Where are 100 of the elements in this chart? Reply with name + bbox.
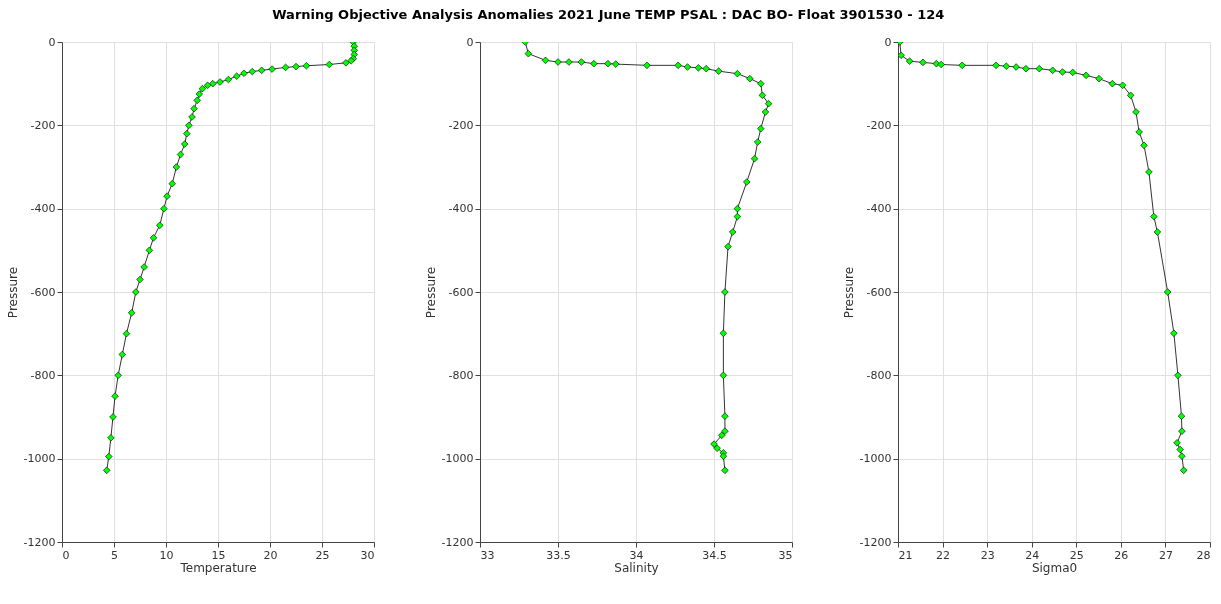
point	[325, 60, 333, 69]
point	[118, 350, 126, 359]
y-tick-label: -800	[448, 368, 474, 382]
point	[136, 275, 144, 284]
point	[541, 56, 550, 64]
point	[183, 130, 191, 138]
y-tick-label: -1000	[23, 452, 56, 466]
point	[719, 329, 728, 337]
point	[268, 65, 276, 73]
point	[248, 67, 256, 76]
point	[565, 58, 573, 66]
y-tick-label: -1200	[441, 535, 474, 549]
point	[122, 330, 131, 338]
point	[577, 58, 586, 66]
point	[302, 62, 311, 70]
y-axis-title: Pressure	[423, 266, 438, 319]
point	[176, 150, 185, 159]
point	[109, 413, 117, 421]
point	[718, 431, 726, 439]
x-tick-label: 23	[980, 548, 995, 562]
point	[107, 434, 115, 442]
point	[281, 63, 290, 72]
y-tick-label: 0	[48, 35, 56, 49]
x-tick-label: 35	[778, 548, 793, 562]
point	[754, 138, 762, 146]
point	[240, 69, 248, 77]
point	[604, 60, 612, 68]
point	[733, 70, 742, 78]
point	[524, 50, 533, 58]
point	[764, 100, 773, 108]
point	[203, 81, 212, 89]
y-tick-label: -800	[30, 368, 56, 382]
x-axis-title: Salinity	[614, 560, 659, 575]
point	[128, 309, 136, 317]
point	[721, 288, 729, 296]
y-tick-label: -1200	[23, 535, 56, 549]
point	[761, 108, 770, 116]
point	[195, 90, 203, 98]
y-tick-label: -200	[30, 118, 56, 132]
point	[114, 371, 122, 379]
x-tick-label: 20	[263, 548, 278, 562]
y-tick-label: -200	[866, 118, 892, 132]
point	[185, 121, 193, 129]
point	[721, 427, 729, 435]
x-tick-label: 28	[1196, 548, 1211, 562]
point	[554, 58, 562, 66]
point	[216, 78, 224, 86]
x-tick-label: 27	[1158, 548, 1173, 562]
x-tick-label: 24	[1025, 548, 1040, 562]
x-axis-title: Sigma0	[1031, 560, 1078, 575]
y-tick-label: -800	[866, 368, 892, 382]
x-tick-label: 30	[360, 548, 375, 562]
point	[733, 212, 742, 221]
point	[103, 466, 111, 474]
x-tick-label: 15	[211, 548, 226, 562]
x-tick-label: 34.5	[702, 548, 727, 562]
point	[168, 180, 176, 188]
y-tick-label: -400	[866, 202, 892, 216]
y-tick-label: -1000	[441, 452, 474, 466]
y-axis-title: Pressure	[5, 266, 20, 319]
point	[188, 113, 196, 121]
x-axis-title: Temperature	[179, 560, 257, 575]
point	[746, 75, 754, 83]
x-tick-label: 34	[629, 548, 644, 562]
point	[181, 140, 189, 148]
x-tick-label: 22	[936, 548, 951, 562]
point	[612, 60, 620, 68]
y-tick-label: 0	[884, 35, 892, 49]
point	[757, 125, 765, 133]
point	[145, 246, 154, 254]
y-tick-label: -1200	[859, 535, 892, 549]
point	[750, 155, 759, 163]
point	[292, 62, 300, 71]
point	[193, 96, 201, 104]
point	[743, 178, 751, 186]
point	[694, 64, 703, 72]
x-tick-label: 26	[1114, 548, 1129, 562]
point	[758, 91, 767, 99]
x-tick-label: 10	[159, 548, 174, 562]
point	[710, 440, 718, 448]
point	[156, 221, 164, 229]
point	[258, 66, 266, 74]
text: Warning Objective Analysis Anomalies 2021 June TEMP PSAL : DAC BO- Float 3901530 - 124	[272, 6, 945, 22]
x-tick-label: 25	[1069, 548, 1084, 562]
point	[715, 67, 723, 75]
y-tick-label: -200	[448, 118, 474, 132]
point	[163, 192, 171, 200]
y-tick-label: -600	[866, 285, 892, 299]
point	[190, 105, 198, 113]
point	[713, 444, 721, 452]
y-tick-label: -600	[448, 285, 474, 299]
point	[733, 205, 742, 213]
point	[224, 75, 233, 84]
point	[111, 392, 119, 400]
y-tick-label: -400	[448, 202, 474, 216]
x-tick-label: 33	[480, 548, 495, 562]
y-axis-title: Pressure	[841, 266, 856, 319]
point	[683, 63, 692, 71]
x-tick-label: 33.5	[546, 548, 571, 562]
x-tick-label: 21	[898, 548, 913, 562]
